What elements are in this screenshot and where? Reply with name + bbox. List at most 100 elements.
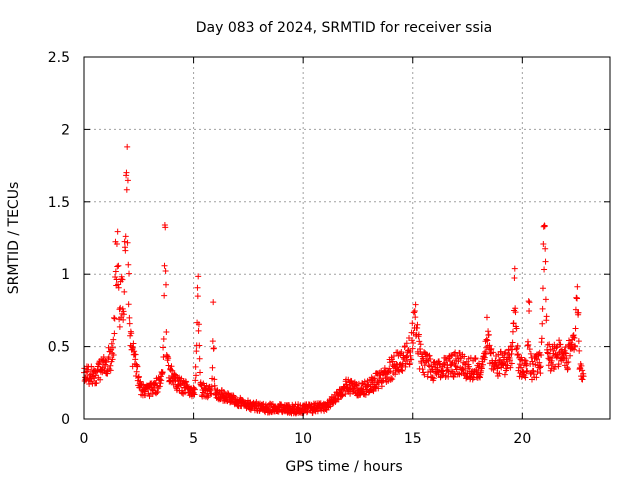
data-point: [124, 239, 131, 246]
data-point: [534, 356, 541, 363]
data-point: [416, 338, 423, 345]
data-point: [120, 311, 127, 318]
data-point: [406, 361, 413, 368]
data-point: [512, 309, 519, 316]
x-tick-label: 5: [189, 431, 198, 447]
data-point: [567, 352, 574, 359]
data-point: [137, 382, 144, 389]
data-point: [408, 337, 415, 344]
data-point: [430, 375, 437, 382]
data-point: [520, 369, 527, 376]
data-point: [460, 366, 467, 373]
data-point: [557, 341, 564, 348]
x-tick-label: 0: [80, 431, 89, 447]
data-point: [410, 329, 417, 336]
data-point: [210, 345, 217, 352]
data-point: [539, 285, 546, 292]
y-tick-label: 1: [61, 267, 70, 283]
data-point: [105, 354, 112, 361]
data-point: [159, 369, 166, 376]
data-point: [475, 360, 482, 367]
data-point: [412, 314, 419, 321]
data-point: [113, 276, 120, 283]
y-axis-label: SRMTID / TECUs: [6, 182, 22, 295]
data-point: [488, 345, 495, 352]
data-point: [408, 356, 415, 363]
data-point: [485, 331, 492, 338]
data-point: [523, 368, 530, 375]
data-points: [81, 143, 587, 417]
data-point: [140, 381, 147, 388]
data-point: [429, 374, 436, 381]
data-point: [386, 365, 393, 372]
data-point: [417, 341, 424, 348]
data-point: [191, 385, 198, 392]
data-point: [463, 358, 470, 365]
data-point: [165, 355, 172, 362]
axis-ticks: 0 5 10 15 20 0 0.5 1 1.5 2 2.5: [48, 50, 610, 447]
data-point: [359, 387, 366, 394]
data-point: [565, 359, 572, 366]
data-point: [482, 350, 489, 357]
chart-title: Day 083 of 2024, SRMTID for receiver ssi…: [196, 20, 492, 36]
data-point: [486, 342, 493, 349]
data-point: [114, 228, 121, 235]
data-point: [513, 325, 520, 332]
data-point: [553, 344, 560, 351]
data-point: [204, 394, 211, 401]
data-point: [411, 307, 418, 314]
data-point: [574, 283, 581, 290]
data-point: [167, 366, 174, 373]
data-point: [124, 143, 131, 150]
data-point: [111, 314, 118, 321]
data-point: [514, 342, 521, 349]
data-point: [142, 392, 149, 399]
data-point: [414, 321, 421, 328]
data-point: [526, 346, 533, 353]
data-point: [132, 351, 139, 358]
data-point: [168, 363, 175, 370]
data-point: [134, 363, 141, 370]
data-point: [297, 402, 304, 409]
data-point: [163, 328, 170, 335]
data-point: [113, 240, 120, 247]
data-point: [192, 372, 199, 379]
data-point: [111, 315, 118, 322]
data-point: [515, 351, 522, 358]
data-point: [194, 284, 201, 291]
data-point: [97, 376, 104, 383]
data-point: [533, 374, 540, 381]
data-point: [429, 367, 436, 374]
data-point: [497, 348, 504, 355]
data-point: [403, 340, 410, 347]
data-point: [112, 268, 119, 275]
data-point: [518, 354, 525, 361]
data-point: [173, 387, 180, 394]
data-point: [93, 380, 100, 387]
data-point: [453, 363, 460, 370]
data-point: [525, 341, 532, 348]
y-tick-label: 2.5: [48, 50, 70, 66]
data-point: [509, 328, 516, 335]
data-point: [195, 321, 202, 328]
data-point: [452, 363, 459, 370]
data-point: [388, 375, 395, 382]
y-tick-label: 0: [61, 412, 70, 428]
data-point: [110, 352, 117, 359]
data-point: [572, 306, 579, 313]
data-point: [115, 262, 122, 269]
data-point: [128, 330, 135, 337]
data-point: [451, 350, 458, 357]
data-point: [126, 320, 133, 327]
data-point: [115, 281, 122, 288]
data-point: [509, 339, 516, 346]
data-point: [579, 367, 586, 374]
data-point: [526, 307, 533, 314]
data-point: [532, 361, 539, 368]
data-point: [117, 304, 124, 311]
data-point: [537, 370, 544, 377]
data-point: [501, 371, 508, 378]
data-point: [578, 362, 585, 369]
x-tick-label: 20: [513, 431, 531, 447]
